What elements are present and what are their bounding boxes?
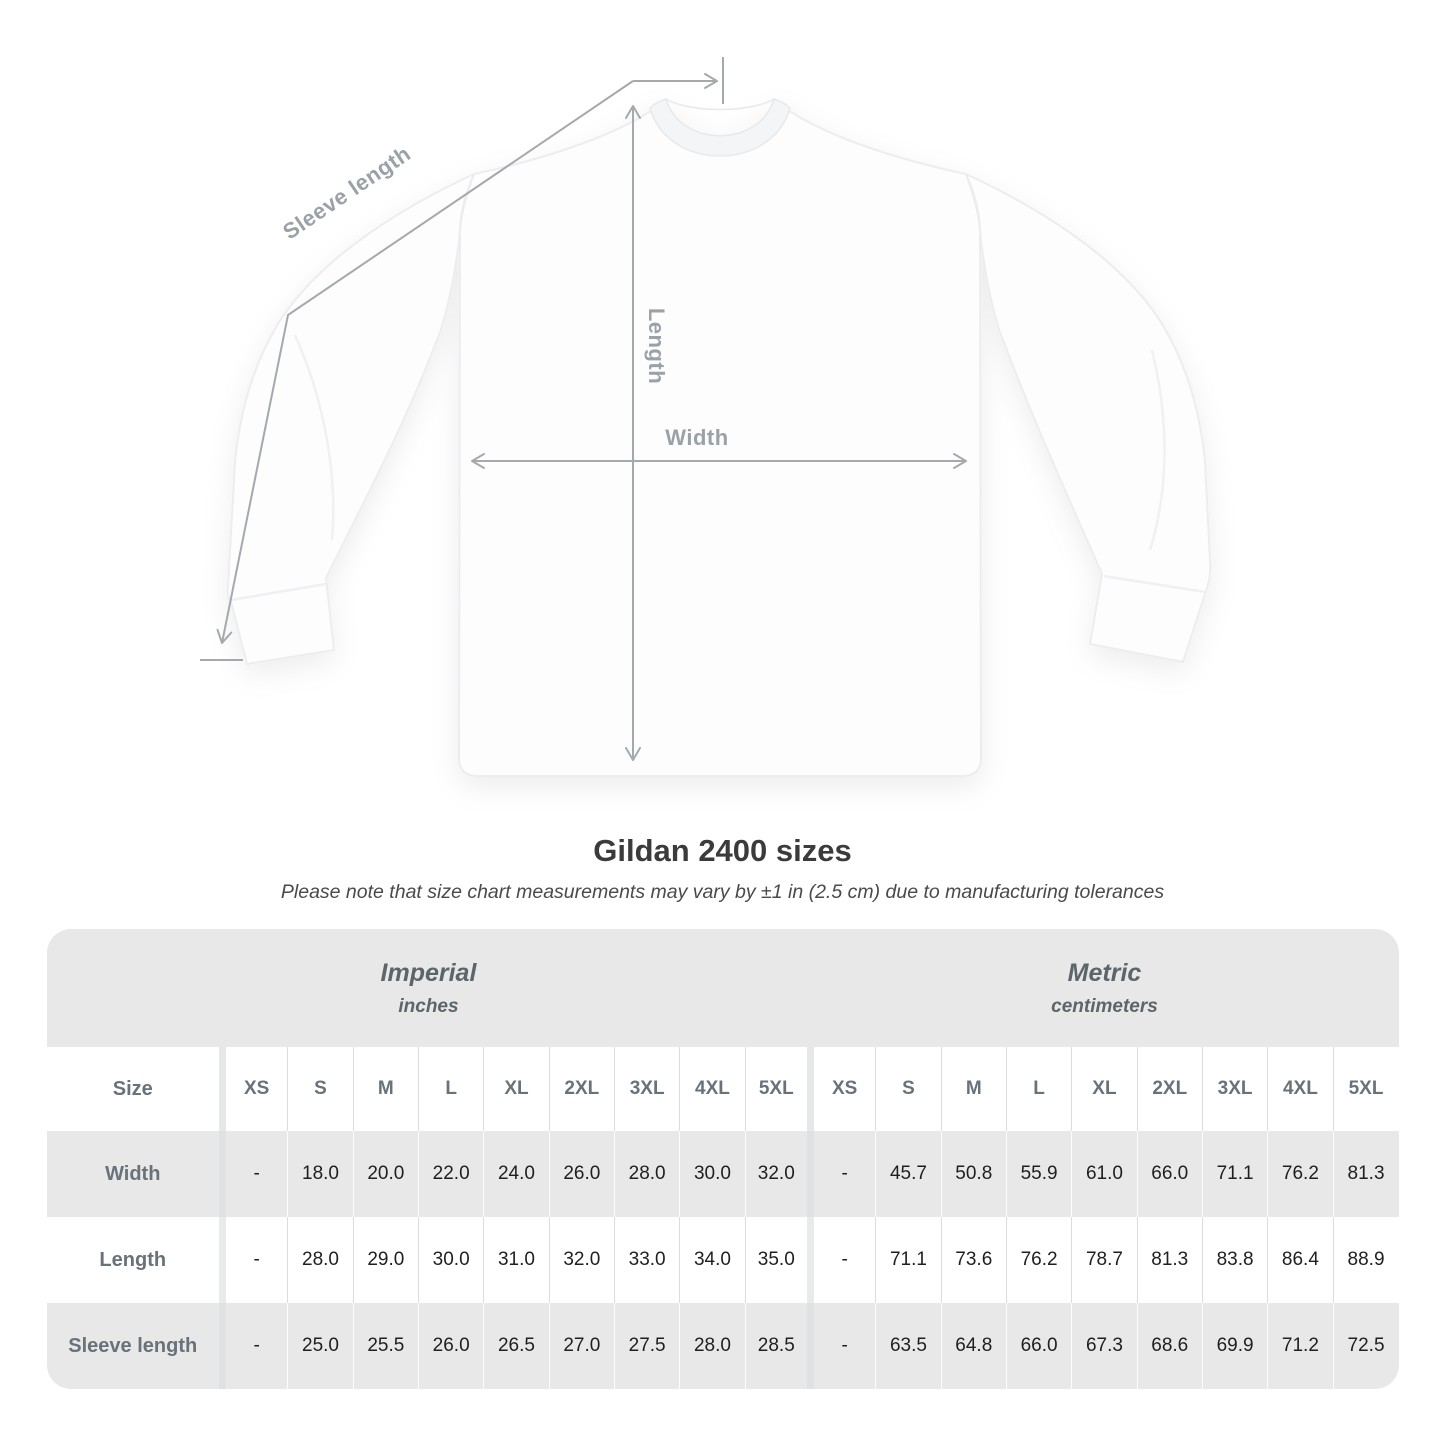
imperial-section-header: Imperial inches [46,929,811,1047]
metric-value-cell: 71.1 [875,1217,942,1303]
long-sleeve-shirt-illustration [200,57,1212,777]
imperial-value-cell: 35.0 [744,1217,811,1303]
shirt-measurement-diagram: Sleeve length Length Width [200,57,1212,777]
metric-value-cell: 45.7 [875,1131,942,1217]
imperial-unit: inches [398,996,459,1017]
imperial-value-cell: 20.0 [352,1131,419,1217]
imperial-value-cell: 28.0 [613,1131,680,1217]
size-header-metric-xs: XS [806,1047,876,1131]
metric-value-cell: 83.8 [1201,1217,1268,1303]
metric-title: Metric [1067,959,1142,987]
size-header-imperial-3xl: 3XL [613,1047,680,1131]
shirt-shape [226,98,1212,777]
metric-value-cell: 86.4 [1267,1217,1334,1303]
metric-value-cell: 76.2 [1267,1131,1334,1217]
metric-value-cell: 69.9 [1201,1303,1268,1389]
size-header-imperial-4xl: 4XL [679,1047,746,1131]
imperial-value-cell: 29.0 [352,1217,419,1303]
size-header-metric-3xl: 3XL [1201,1047,1268,1131]
metric-value-cell: 61.0 [1071,1131,1138,1217]
metric-value-cell: 76.2 [1005,1217,1072,1303]
imperial-value-cell: 26.0 [417,1303,484,1389]
size-header-imperial-m: M [352,1047,419,1131]
imperial-value-cell: 24.0 [483,1131,550,1217]
imperial-value-cell: 30.0 [417,1217,484,1303]
imperial-value-cell: - [218,1131,288,1217]
imperial-value-cell: - [218,1217,288,1303]
metric-value-cell: 66.0 [1136,1131,1203,1217]
measurement-row-sleeve-length: Sleeve length -25.0 25.5 26.0 26.5 27.0 27.5 28… [46,1303,1399,1389]
size-header-row: Size XS S M L XL 2XL 3XL 4XL 5XL XS S M L XL 2XL 3XL 4XL… [46,1047,1399,1131]
sleeve-length-line [216,80,634,644]
size-table-body: Width -18.0 20.0 22.0 24.0 26.0 28.0 30.0 32.0-4… [46,1131,1399,1389]
measurement-row-label: Sleeve length [68,1334,198,1357]
imperial-value-cell: 26.5 [483,1303,550,1389]
metric-value-cell: 71.1 [1201,1131,1268,1217]
imperial-value-cell: 31.0 [483,1217,550,1303]
size-header-imperial-2xl: 2XL [548,1047,615,1131]
size-header-imperial-s: S [287,1047,354,1131]
imperial-value-cell: 26.0 [548,1131,615,1217]
metric-value-cell: - [806,1217,876,1303]
measurement-lines [200,57,967,761]
measurement-row-width: Width -18.0 20.0 22.0 24.0 26.0 28.0 30.0 32.0-4… [46,1131,1399,1217]
imperial-title: Imperial [380,959,477,987]
metric-value-cell: 68.6 [1136,1303,1203,1389]
page-title: Gildan 2400 sizes [593,833,852,868]
imperial-value-cell: 30.0 [679,1131,746,1217]
metric-value-cell: 55.9 [1005,1131,1072,1217]
size-header-imperial-5xl: 5XL [744,1047,811,1131]
imperial-value-cell: 18.0 [287,1131,354,1217]
imperial-value-cell: 32.0 [744,1131,811,1217]
metric-value-cell: 71.2 [1267,1303,1334,1389]
imperial-value-cell: 28.5 [744,1303,811,1389]
metric-value-cell: 64.8 [940,1303,1007,1389]
size-header-imperial-l: L [417,1047,484,1131]
size-header-metric-m: M [940,1047,1007,1131]
metric-section-header: Metric centimeters [810,929,1399,1047]
imperial-value-cell: 34.0 [679,1217,746,1303]
unit-header-row: Imperial inches Metric centimeters [46,929,1399,1047]
imperial-value-cell: 27.0 [548,1303,615,1389]
measurement-row-label: Width [105,1162,161,1185]
metric-value-cell: 67.3 [1071,1303,1138,1389]
size-header-imperial-xl: XL [483,1047,550,1131]
imperial-value-cell: 33.0 [613,1217,680,1303]
imperial-value-cell: 32.0 [548,1217,615,1303]
metric-unit: centimeters [1051,996,1158,1017]
size-table-grid: Imperial inches Metric centimeters Size … [46,929,1399,1389]
measurement-row-label: Length [99,1248,167,1271]
size-header-imperial-xs: XS [218,1047,288,1131]
imperial-value-cell: 22.0 [417,1131,484,1217]
imperial-value-cell: 28.0 [679,1303,746,1389]
metric-value-cell: 66.0 [1005,1303,1072,1389]
size-header-metric-xl: XL [1071,1047,1138,1131]
length-annotation-label: Length [644,307,669,385]
metric-value-cell: 81.3 [1136,1217,1203,1303]
imperial-value-cell: 28.0 [287,1217,354,1303]
metric-value-cell: - [806,1303,876,1389]
metric-value-cell: 73.6 [940,1217,1007,1303]
size-header-metric-4xl: 4XL [1267,1047,1334,1131]
size-header-metric-5xl: 5XL [1332,1047,1399,1131]
size-header-metric-l: L [1005,1047,1072,1131]
tolerance-note: Please note that size chart measurements… [280,881,1165,903]
metric-value-cell: 88.9 [1332,1217,1399,1303]
size-header-metric-s: S [875,1047,942,1131]
metric-value-cell: 78.7 [1071,1217,1138,1303]
metric-value-cell: - [806,1131,876,1217]
size-table: Imperial inches Metric centimeters Size … [46,929,1399,1389]
size-column-header: Size [112,1077,153,1100]
metric-value-cell: 50.8 [940,1131,1007,1217]
imperial-value-cell: - [218,1303,288,1389]
metric-value-cell: 72.5 [1332,1303,1399,1389]
imperial-value-cell: 25.0 [287,1303,354,1389]
measurement-row-length: Length -28.0 29.0 30.0 31.0 32.0 33.0 34.0 35.0-… [46,1217,1399,1303]
metric-value-cell: 81.3 [1332,1131,1399,1217]
imperial-value-cell: 25.5 [352,1303,419,1389]
metric-value-cell: 63.5 [875,1303,942,1389]
size-header-metric-2xl: 2XL [1136,1047,1203,1131]
width-annotation-label: Width [665,425,729,450]
imperial-value-cell: 27.5 [613,1303,680,1389]
